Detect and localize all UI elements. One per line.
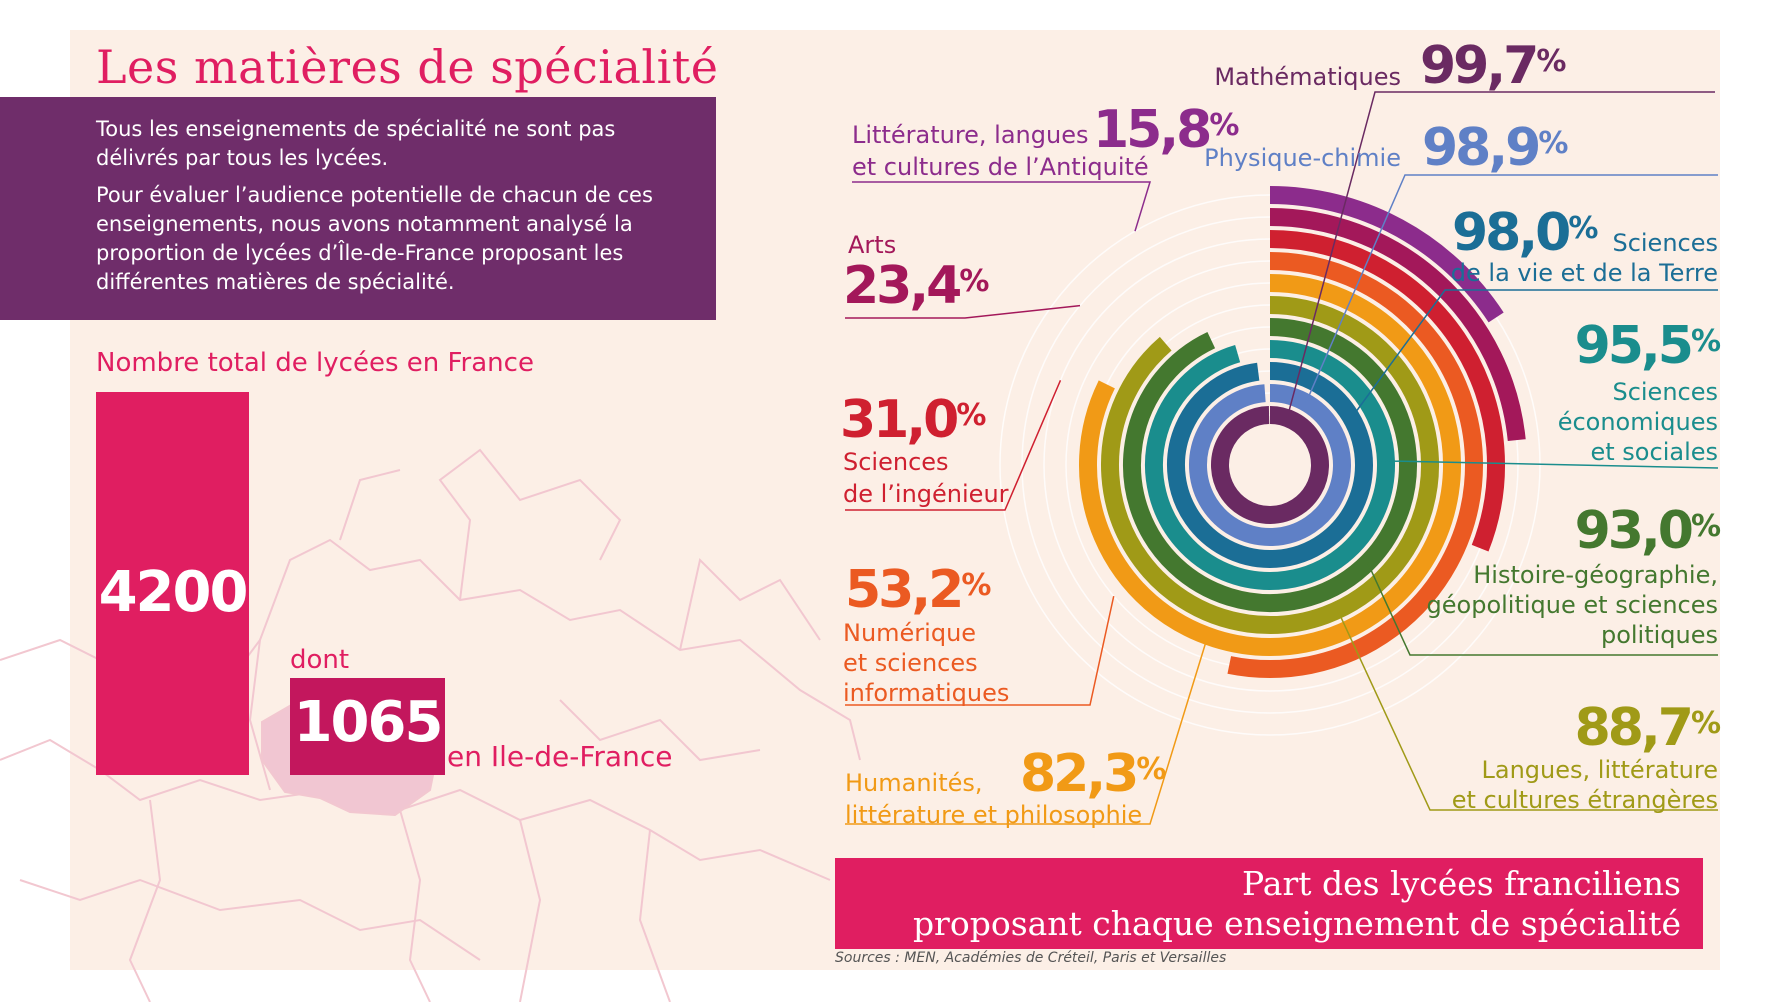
arc-8 <box>1269 230 1505 552</box>
leader-line-3 <box>1385 460 1719 469</box>
page-title: Les matières de spécialité <box>96 40 719 94</box>
pct-sign: % <box>1538 126 1569 161</box>
label-hg-1: Histoire-géographie, <box>1473 561 1718 589</box>
label-lca-1: Littérature, langues <box>852 121 1089 149</box>
pct-sign: % <box>1690 324 1721 359</box>
label-arts: Arts <box>848 231 897 259</box>
pct-ses: 95,5% <box>1575 318 1721 374</box>
chart-title-line-1: Part des lycées franciliens <box>1242 864 1681 903</box>
label-nsi-1: Numérique <box>843 619 977 647</box>
france-total-value: 4200 <box>98 560 249 625</box>
leader-line-1 <box>1305 174 1718 403</box>
pct-nsi: 53,2% <box>845 562 991 618</box>
pct-sign: % <box>1536 44 1567 79</box>
pct-sign: % <box>961 568 992 603</box>
label-ses-1: Sciences <box>1612 378 1718 406</box>
chart-title-line-2: proposant chaque enseignement de spécial… <box>912 904 1681 943</box>
france-total-bar <box>96 392 249 775</box>
leader-line-4 <box>1366 562 1718 656</box>
dont-label: dont <box>290 645 350 675</box>
label-si-1: Sciences <box>843 448 949 476</box>
intro-panel: Tous les enseignements de spécialité ne … <box>0 97 716 320</box>
pct-histoire-geo-value: 93,0 <box>1574 501 1694 561</box>
intro-paragraph-2: Pour évaluer l’audience potentielle de c… <box>96 183 653 294</box>
total-lycees-label: Nombre total de lycées en France <box>96 348 534 378</box>
pct-histoire-geo: 93,0% <box>1575 503 1721 559</box>
pct-lca-value: 15,8 <box>1093 100 1212 160</box>
pct-physique-chimie-value: 98,9 <box>1422 118 1541 178</box>
label-lca-2: et cultures de l’Antiquité <box>852 153 1149 181</box>
arc-7 <box>1227 252 1483 678</box>
pct-svt: 98,0% <box>1452 205 1598 261</box>
arc-10 <box>1269 186 1504 323</box>
pct-sign: % <box>959 264 990 299</box>
label-svt-1: Sciences <box>1612 229 1718 257</box>
label-llce-1: Langues, littérature <box>1481 756 1718 784</box>
arc-9 <box>1269 208 1526 442</box>
pct-sign: % <box>1209 108 1240 143</box>
pct-si-value: 31,0 <box>840 390 959 450</box>
label-hlp-1: Humanités, <box>845 769 983 797</box>
arc-1 <box>1189 384 1351 546</box>
label-hg-2: géopolitique et sciences <box>1426 591 1718 619</box>
idf-total-box <box>290 678 445 775</box>
pct-arts-value: 23,4 <box>843 256 962 316</box>
chart-title-box: Part des lycées franciliens proposant ch… <box>835 858 1703 949</box>
arc-2 <box>1167 362 1373 568</box>
pct-mathematiques: 99,7% <box>1420 38 1566 94</box>
idf-total-value: 1065 <box>293 690 444 755</box>
leader-line-9 <box>845 304 1081 319</box>
pct-llce: 88,7% <box>1575 700 1721 756</box>
leader-line-2 <box>1350 289 1718 419</box>
label-llce-2: et cultures étrangères <box>1451 786 1718 814</box>
intro-paragraph-1: Tous les enseignements de spécialité ne … <box>96 117 616 170</box>
pct-nsi-value: 53,2 <box>845 560 964 620</box>
leader-line-7 <box>845 595 1115 706</box>
leader-line-10 <box>852 181 1152 232</box>
pct-hlp-value: 82,3 <box>1020 744 1139 804</box>
pct-hlp: 82,3% <box>1020 746 1166 802</box>
pct-mathematiques-value: 99,7 <box>1420 36 1539 96</box>
label-hlp-2: littérature et philosophie <box>845 801 1143 829</box>
label-mathematiques: Mathématiques <box>1214 63 1401 91</box>
sources-note: Sources : MEN, Académies de Créteil, Par… <box>835 950 1227 966</box>
pct-svt-value: 98,0 <box>1452 203 1571 263</box>
arc-6 <box>1079 274 1461 656</box>
leader-line-8 <box>845 380 1062 511</box>
leader-line-5 <box>1336 609 1718 811</box>
pct-sign: % <box>1690 509 1721 544</box>
idf-label: en Ile-de-France <box>447 740 673 773</box>
label-hg-3: politiques <box>1600 621 1718 649</box>
label-svt-2: de la vie et de la Terre <box>1450 259 1718 287</box>
pct-sign: % <box>956 398 987 433</box>
pct-llce-value: 88,7 <box>1574 698 1694 758</box>
leader-line-6 <box>845 635 1209 825</box>
label-ses-3: et sociales <box>1590 438 1719 466</box>
label-si-2: de l’ingénieur <box>843 480 1009 508</box>
arc-4 <box>1123 318 1417 612</box>
leader-line-0 <box>1286 91 1715 419</box>
arc-0 <box>1211 406 1329 524</box>
pct-arts: 23,4% <box>843 258 989 314</box>
pct-physique-chimie: 98,9% <box>1422 120 1568 176</box>
label-nsi-2: et sciences <box>843 649 978 677</box>
pct-sign: % <box>1568 211 1599 246</box>
arc-3 <box>1145 340 1395 590</box>
arc-5 <box>1101 296 1439 634</box>
pct-ses-value: 95,5 <box>1574 316 1694 376</box>
pct-si: 31,0% <box>840 392 986 448</box>
label-nsi-3: informatiques <box>843 679 1010 707</box>
pct-lca: 15,8% <box>1093 102 1239 158</box>
label-ses-2: économiques <box>1557 408 1718 436</box>
pct-sign: % <box>1690 706 1721 741</box>
label-physique-chimie: Physique-chimie <box>1204 144 1401 172</box>
pct-sign: % <box>1136 752 1167 787</box>
